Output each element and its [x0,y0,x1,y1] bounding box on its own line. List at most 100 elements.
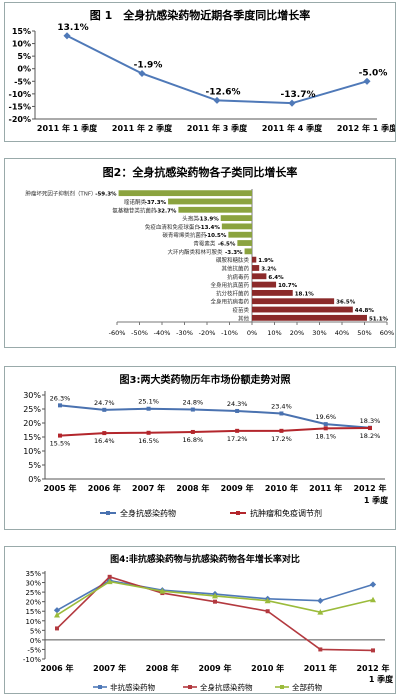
data-label: 16.4% [94,437,115,445]
x-tick-label: 50% [357,329,371,337]
bar [220,215,252,222]
x-tick-label: 2008 年 [176,483,209,493]
data-point [146,406,151,411]
value-label: 10.7% [278,283,298,289]
legend-label: 全身抗感染药物 [200,682,253,692]
bar [221,223,252,230]
y-tick-label: 10% [25,618,41,626]
data-label: 17.2% [271,435,292,443]
category-name: 抗分枝杆菌药 [216,289,250,297]
x-tick-label: 2011 年 2 季度 [112,123,173,133]
y-tick-label: -5% [27,646,41,654]
data-point [371,648,375,653]
data-point [235,428,240,433]
bar [168,198,252,205]
data-label: -1.9% [134,60,163,70]
data-point [323,422,328,427]
data-label: 23.4% [271,402,292,410]
category-name: 肿瘤坏死因子抑制剂（TNF） [25,190,96,198]
x-tick-label: 2012 年 1 季度 [337,123,395,133]
y-tick-label: -20% [9,115,31,124]
x-tick-label: 2012 年 [353,483,386,493]
data-point [102,407,107,412]
value-label: -10.5% [205,233,227,239]
value-label: -3.3% [225,250,243,256]
bar [237,240,252,246]
y-tick-label: 0% [17,65,31,74]
legend-marker [98,685,102,689]
data-label: 26.3% [50,394,71,402]
category-name: 其他 [238,314,250,322]
data-label: 16.8% [183,436,204,444]
data-label: 24.3% [227,400,248,408]
bar [118,190,252,197]
category-name: 疫苗类 [232,306,249,314]
data-label: 17.2% [227,435,248,443]
data-label: 15.5% [50,440,71,448]
data-point [265,609,270,614]
x-tick-label: 2010 年 [251,663,284,673]
value-label: -13.4% [198,225,220,231]
data-point [288,99,296,107]
data-point [363,77,371,85]
bar [178,206,252,213]
chart-1-panel: 图 1 全身抗感染药物近期各季度同比增长率 15% 10% 5% 0% -5% -10% -1… [4,2,396,142]
y-tick-label: 25% [25,589,41,597]
data-point [279,428,284,433]
data-point [318,647,323,652]
category-name: 碳青霉烯类抗菌药 [162,231,207,239]
legend-marker [106,511,110,515]
data-point [106,578,113,585]
data-label: 19.6% [315,413,336,421]
x-tick-label: 2011 年 [304,663,337,673]
chart-1-quarterly-growth: 图 1 全身抗感染药物近期各季度同比增长率 15% 10% 5% 0% -5% -10% -1… [9,8,395,133]
chart-title: 图2：全身抗感染药物各子类同比增长率 [103,165,298,179]
x-tick-label: -50% [131,329,148,337]
y-tick-label: 15% [25,608,41,616]
y-tick-label: 5% [30,627,41,635]
y-tick-label: 30% [23,391,41,400]
series-line [56,575,374,652]
x-tick-sublabel: 1 季度 [364,495,389,505]
value-label: -13.9% [197,217,219,223]
data-point [264,597,271,604]
legend-label: 全身抗感染药物 [120,508,176,518]
chart-title: 图3:两大类药物历年市场份额走势对照 [120,373,291,386]
chart-3-panel: 图3:两大类药物历年市场份额走势对照 30% 25% 20% 15% 10% 5% 0% 200… [4,366,396,530]
data-label: -12.6% [206,87,241,97]
category-name: 喹诺酮类 [124,198,147,206]
data-point [102,431,107,436]
x-tick-label: 2006 年 [88,483,121,493]
value-label: 3.2% [261,266,277,272]
category-name: 免疫血清和免疫球蛋白 [145,223,200,231]
data-label: 13.1% [57,23,88,33]
category-name: 磺胺和糖肽类 [216,256,250,264]
data-point [213,599,217,604]
value-label: -32.7% [155,208,177,214]
data-point [190,429,195,434]
x-tick-label: 20% [290,329,304,337]
data-point [212,592,218,599]
y-tick-label: 35% [25,570,41,578]
x-tick-label: 10% [267,329,281,337]
x-tick-label: 2006 年 [40,663,73,673]
chart-4-growth-comparison: 图4:非抗感染药物与抗感染药物各年增长率对比 35% 30%25% 20%15% 10%… [23,553,394,692]
y-tick-label: 0% [30,637,41,645]
category-name: 头孢类 [182,215,199,223]
x-tick-label: -40% [154,329,171,337]
data-label: 16.5% [138,437,159,445]
x-tick-label: 2008 年 [146,663,179,673]
x-tick-label: -60% [109,329,126,337]
chart-3-market-share: 图3:两大类药物历年市场份额走势对照30%25%20%15%10%5%0%200… [23,373,389,518]
series-line [59,404,371,429]
y-tick-label: 10% [23,447,41,456]
x-tick-label: 2010 年 [265,483,298,493]
x-tick-sublabel: 1 季度 [369,674,394,684]
y-tick-label: 15% [12,27,31,36]
data-point [54,612,60,618]
data-point [63,32,71,40]
x-tick-label: 2011 年 [309,483,342,493]
y-tick-label: 5% [17,52,31,61]
data-label: -5.0% [359,68,388,78]
chart-2-subclass-growth: 图2：全身抗感染药物各子类同比增长率 -60% -50% -40% -30% -20% -1… [25,165,394,337]
